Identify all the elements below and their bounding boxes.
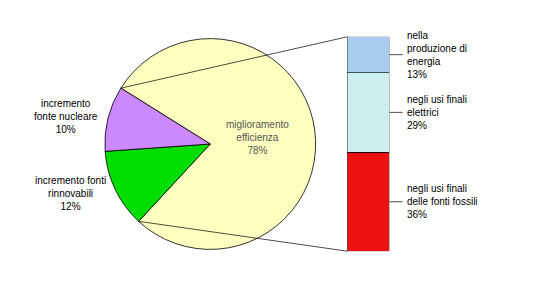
svg-text:incrementofonte nucleare10%: incrementofonte nucleare10% [34,98,98,135]
svg-text:miglioramentoefficienza78%: miglioramentoefficienza78% [226,119,289,156]
svg-text:nellaproduzione dienergia13%: nellaproduzione dienergia13% [407,30,467,80]
svg-text:incremento fontirinnovabili12%: incremento fontirinnovabili12% [35,175,106,212]
svg-text:negli usi finalidelle fonti fo: negli usi finalidelle fonti fossili36% [407,183,478,220]
svg-text:negli usi finalielettrici29%: negli usi finalielettrici29% [407,94,467,131]
